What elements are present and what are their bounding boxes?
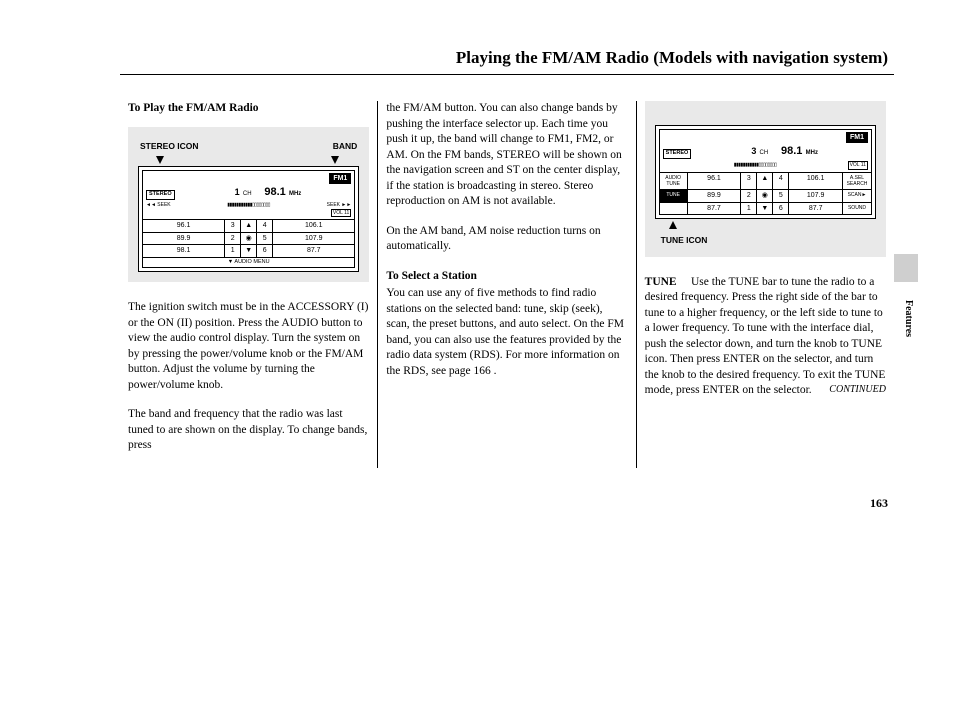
volume-ticks: ▮▮▮▮▮▮▮▮▮▮▮▯▯▯▯▯▯▯▯: [734, 162, 777, 169]
figure-radio-display-1: STEREO ICON BAND FM1 STEREO 1 CH: [128, 127, 369, 283]
paragraph: On the AM band, AM noise reduction turns…: [386, 224, 627, 255]
side-label: [660, 203, 688, 214]
preset-num: 3: [225, 220, 241, 231]
tune-text: Use the TUNE bar to tune the radio to a …: [645, 276, 886, 397]
preset-num: 2: [741, 190, 757, 201]
section-label: Features: [903, 300, 914, 337]
section-tab: [894, 254, 918, 282]
preset: 96.1: [688, 173, 742, 190]
channel-suffix: CH: [760, 150, 769, 156]
preset: 89.9: [688, 190, 742, 201]
frequency: 98.1: [781, 145, 802, 157]
nav-up-icon: ▲: [757, 173, 773, 190]
stereo-indicator: STEREO: [146, 190, 175, 199]
content-columns: To Play the FM/AM Radio STEREO ICON BAND…: [120, 101, 894, 468]
nav-up-icon: ▲: [241, 220, 257, 231]
nav-down-icon: ▼: [241, 245, 257, 256]
side-label: AUDIO TUNE: [660, 173, 688, 190]
column-1: To Play the FM/AM Radio STEREO ICON BAND…: [120, 101, 377, 468]
column-2: the FM/AM button. You can also change ba…: [377, 101, 635, 468]
preset-num: 6: [773, 203, 789, 214]
page-number: 163: [120, 496, 894, 511]
preset-num: 5: [773, 190, 789, 201]
nav-center-icon: ◉: [757, 190, 773, 201]
preset: 107.9: [273, 233, 354, 244]
volume-ticks: ▮▮▮▮▮▮▮▮▮▮▮▯▯▯▯▯▯▯▯: [227, 202, 270, 209]
arrow-up-icon: [669, 221, 677, 229]
subhead-play-radio: To Play the FM/AM Radio: [128, 101, 369, 117]
side-label: SCAN►: [843, 190, 871, 201]
band-badge: FM1: [846, 132, 868, 143]
nav-center-icon: ◉: [241, 233, 257, 244]
frequency-unit: MHz: [806, 150, 818, 156]
arrow-down-icon: [331, 156, 339, 164]
band-badge: FM1: [329, 173, 351, 184]
nav-down-icon: ▼: [757, 203, 773, 214]
continued-label: CONTINUED: [829, 383, 886, 397]
tune-heading: TUNE: [645, 276, 677, 288]
audio-menu-label: ▼ AUDIO MENU: [143, 257, 354, 267]
volume-label: VOL 11: [331, 209, 351, 218]
preset: 106.1: [789, 173, 843, 190]
preset-num: 1: [741, 203, 757, 214]
paragraph: The band and frequency that the radio wa…: [128, 407, 369, 454]
volume-label: VOL 11: [848, 161, 868, 170]
preset-num: 4: [773, 173, 789, 190]
frequency-unit: MHz: [289, 191, 301, 197]
figure-radio-display-2: FM1 STEREO 3 CH 98.1 MHz: [645, 101, 886, 257]
side-label: A.SEL SEARCH: [843, 173, 871, 190]
preset: 87.7: [789, 203, 843, 214]
radio-screen: FM1 STEREO 3 CH 98.1 MHz: [655, 125, 876, 219]
channel-number: 1: [235, 187, 240, 197]
preset-num: 6: [257, 245, 273, 256]
preset: 87.7: [273, 245, 354, 256]
preset: 106.1: [273, 220, 354, 231]
stereo-indicator: STEREO: [663, 149, 692, 158]
preset: 98.1: [143, 245, 225, 256]
preset-num: 5: [257, 233, 273, 244]
preset-num: 4: [257, 220, 273, 231]
label-band: BAND: [333, 141, 358, 152]
preset: 87.7: [688, 203, 742, 214]
preset: 96.1: [143, 220, 225, 231]
label-stereo-icon: STEREO ICON: [140, 141, 199, 152]
manual-page: Playing the FM/AM Radio (Models with nav…: [0, 0, 954, 551]
side-label: SOUND: [843, 203, 871, 214]
preset: 89.9: [143, 233, 225, 244]
paragraph: the FM/AM button. You can also change ba…: [386, 101, 627, 210]
radio-screen: FM1 STEREO 1 CH 98.1 MHz: [138, 166, 359, 272]
subhead-select-station: To Select a Station: [386, 269, 627, 285]
preset-num: 1: [225, 245, 241, 256]
frequency: 98.1: [264, 186, 285, 198]
preset-num: 3: [741, 173, 757, 190]
paragraph: The ignition switch must be in the ACCES…: [128, 300, 369, 393]
paragraph: You can use any of five methods to find …: [386, 286, 627, 379]
preset: 107.9: [789, 190, 843, 201]
seek-left: ◄◄ SEEK: [146, 202, 171, 209]
page-title: Playing the FM/AM Radio (Models with nav…: [120, 48, 894, 75]
preset-num: 2: [225, 233, 241, 244]
label-tune-icon: TUNE ICON: [655, 231, 876, 246]
seek-right: SEEK ►►: [327, 202, 352, 209]
paragraph-tune: TUNE Use the TUNE bar to tune the radio …: [645, 275, 886, 399]
channel-suffix: CH: [243, 191, 252, 197]
column-3: FM1 STEREO 3 CH 98.1 MHz: [636, 101, 894, 468]
tune-side-label: TUNE: [660, 190, 688, 201]
arrow-down-icon: [156, 156, 164, 164]
channel-number: 3: [751, 146, 756, 156]
